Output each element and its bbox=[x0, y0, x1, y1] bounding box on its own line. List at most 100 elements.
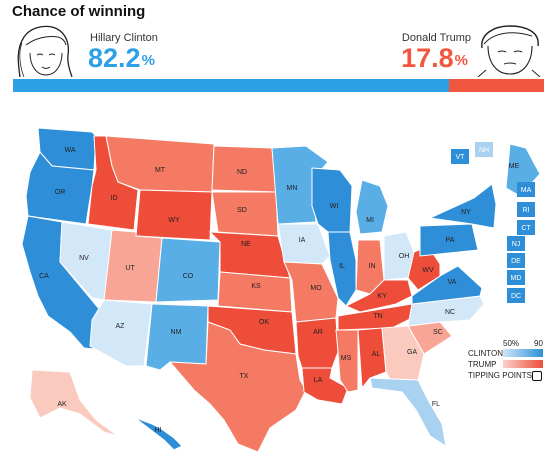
state-ne[interactable] bbox=[208, 231, 291, 279]
trump-percent-sign: % bbox=[454, 52, 468, 69]
state-label-ct: CT bbox=[521, 225, 531, 232]
state-box-ma[interactable] bbox=[517, 182, 535, 197]
state-label-id: ID bbox=[111, 195, 118, 202]
legend-tipping-points-label: TIPPING POINTS bbox=[468, 371, 533, 380]
state-az[interactable] bbox=[89, 299, 153, 367]
state-box-ct[interactable] bbox=[517, 220, 535, 235]
state-mi[interactable] bbox=[355, 179, 389, 235]
state-ks[interactable] bbox=[217, 271, 293, 313]
state-label-sc: SC bbox=[433, 329, 443, 336]
state-label-tx: TX bbox=[240, 373, 249, 380]
legend-trump-gradient bbox=[503, 360, 543, 368]
state-label-nd: ND bbox=[237, 169, 247, 176]
probability-bar-trump bbox=[449, 79, 544, 92]
states-layer bbox=[21, 127, 541, 453]
state-label-ma: MA bbox=[521, 187, 532, 194]
state-ar[interactable] bbox=[295, 317, 339, 369]
state-label-in: IN bbox=[369, 263, 376, 270]
state-label-md: MD bbox=[511, 275, 522, 282]
state-label-nm: NM bbox=[171, 329, 182, 336]
state-sd[interactable] bbox=[211, 191, 279, 237]
state-box-nh[interactable] bbox=[475, 142, 493, 157]
state-label-ca: CA bbox=[39, 273, 49, 280]
state-pa[interactable] bbox=[419, 223, 479, 257]
state-label-ny: NY bbox=[461, 209, 471, 216]
state-label-ut: UT bbox=[125, 265, 135, 272]
state-box-md[interactable] bbox=[507, 270, 525, 285]
state-mt[interactable] bbox=[105, 135, 215, 193]
state-label-mt: MT bbox=[155, 167, 166, 174]
state-box-vt[interactable] bbox=[451, 149, 469, 164]
state-label-co: CO bbox=[183, 273, 194, 280]
clinton-probability-value: 82.2 bbox=[88, 43, 141, 73]
state-label-sd: SD bbox=[237, 207, 247, 214]
clinton-percent-sign: % bbox=[141, 52, 155, 69]
clinton-probability: 82.2% bbox=[88, 45, 155, 72]
state-label-wv: WV bbox=[422, 267, 434, 274]
state-fl[interactable] bbox=[369, 377, 447, 448]
state-nm[interactable] bbox=[145, 303, 209, 371]
state-label-wy: WY bbox=[168, 217, 180, 224]
state-label-pa: PA bbox=[446, 237, 455, 244]
clinton-portrait-icon bbox=[17, 25, 73, 77]
state-ak[interactable] bbox=[29, 369, 119, 437]
state-label-ks: KS bbox=[251, 283, 261, 290]
state-tn[interactable] bbox=[337, 303, 417, 331]
state-label-oh: OH bbox=[399, 253, 410, 260]
legend-clinton-gradient bbox=[503, 349, 543, 357]
trump-probability-value: 17.8 bbox=[401, 43, 454, 73]
state-co[interactable] bbox=[155, 237, 221, 303]
state-label-il: IL bbox=[339, 263, 345, 270]
trump-probability: 17.8% bbox=[401, 45, 468, 72]
state-box-nj[interactable] bbox=[507, 236, 525, 251]
legend-tick-low: 50% bbox=[503, 339, 520, 348]
state-label-hi: HI bbox=[155, 427, 162, 434]
state-box-de[interactable] bbox=[507, 253, 525, 268]
state-ky[interactable] bbox=[344, 279, 413, 313]
state-label-or: OR bbox=[55, 189, 66, 196]
state-label-ar: AR bbox=[313, 329, 323, 336]
state-la[interactable] bbox=[301, 367, 349, 405]
state-label-vt: VT bbox=[456, 154, 466, 161]
page-title: Chance of winning bbox=[12, 3, 146, 20]
probability-bar-clinton bbox=[13, 79, 450, 92]
legend-tipping-points-box bbox=[532, 371, 542, 381]
state-label-al: AL bbox=[372, 351, 381, 358]
state-label-mi: MI bbox=[366, 217, 374, 224]
state-wi[interactable] bbox=[311, 167, 353, 233]
state-label-ak: AK bbox=[57, 401, 67, 408]
state-label-ri: RI bbox=[523, 207, 530, 214]
state-al[interactable] bbox=[357, 327, 387, 390]
state-hi[interactable] bbox=[129, 413, 183, 451]
state-label-wi: WI bbox=[330, 203, 339, 210]
state-ia[interactable] bbox=[277, 223, 331, 265]
state-label-ms: MS bbox=[341, 355, 352, 362]
state-label-ga: GA bbox=[407, 349, 417, 356]
state-label-dc: DC bbox=[511, 293, 521, 300]
clinton-name: Hillary Clinton bbox=[90, 32, 158, 44]
legend-tick-high: 90 bbox=[534, 339, 543, 348]
state-label-me: ME bbox=[509, 163, 520, 170]
state-label-nv: NV bbox=[79, 255, 89, 262]
state-label-fl: FL bbox=[432, 401, 440, 408]
state-il[interactable] bbox=[327, 231, 357, 307]
state-labels-layer: WA OR CA NV ID MT WY UT AZ CO NM ND SD NE KS OK TX MN IA MO… bbox=[39, 147, 531, 434]
state-nv[interactable] bbox=[59, 221, 113, 301]
state-label-tn: TN bbox=[373, 313, 382, 320]
state-label-wa: WA bbox=[64, 147, 75, 154]
state-box-ri[interactable] bbox=[517, 202, 535, 217]
state-label-mo: MO bbox=[310, 285, 322, 292]
trump-name: Donald Trump bbox=[401, 32, 471, 44]
legend-trump-label: TRUMP bbox=[468, 360, 497, 369]
state-label-ia: IA bbox=[299, 237, 306, 244]
trump-portrait-icon bbox=[477, 25, 541, 77]
state-wy[interactable] bbox=[135, 189, 213, 241]
state-ny[interactable] bbox=[428, 183, 497, 229]
state-label-nj: NJ bbox=[512, 241, 521, 248]
state-wv[interactable] bbox=[407, 245, 441, 291]
state-box-dc[interactable] bbox=[507, 288, 525, 303]
state-label-nh: NH bbox=[479, 147, 489, 154]
state-label-la: LA bbox=[314, 377, 323, 384]
state-label-mn: MN bbox=[287, 185, 298, 192]
